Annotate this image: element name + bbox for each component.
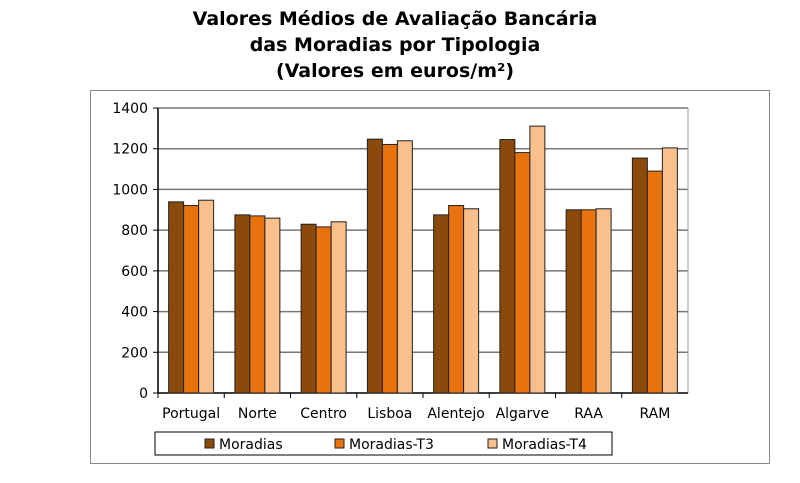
x-tick-label: Centro [300,406,347,422]
x-tick-label: Alentejo [427,406,485,422]
x-tick-label: RAM [639,406,670,422]
y-tick-label: 200 [121,345,148,361]
bar-raa-moradias [565,209,582,394]
y-tick-label: 0 [139,386,148,402]
bar-algarve-moradias [499,139,516,394]
x-tick-label: Algarve [496,406,550,422]
bar-centro-moradias-t4 [330,221,347,394]
legend-label: Moradias-T3 [349,437,434,453]
title-line-3: (Valores em euros/m²) [275,60,515,82]
legend-label: Moradias [219,437,283,453]
bar-norte-moradias-t3 [249,215,266,394]
x-tick-label: Portugal [162,406,220,422]
title-line-2: das Moradias por Tipologia [249,34,541,56]
chart-frame [90,90,770,464]
legend-label: Moradias-T4 [502,437,587,453]
bar-ram-moradias-t3 [646,170,663,394]
bar-portugal-moradias [168,201,185,394]
bar-ram-moradias-t4 [661,147,678,394]
bar-lisboa-moradias-t3 [381,143,398,394]
y-tick-label: 1200 [112,142,148,158]
x-tick-label: RAA [574,406,603,422]
bar-norte-moradias-t4 [264,217,281,394]
bar-ram-moradias [631,157,648,394]
x-tick-label: Lisboa [367,406,412,422]
y-tick-label: 600 [121,264,148,280]
bar-alentejo-moradias-t4 [463,208,480,394]
legend-box [154,431,613,456]
bar-raa-moradias-t4 [595,208,612,394]
bar-alentejo-moradias-t3 [448,205,465,394]
legend-swatch [487,438,498,449]
bar-centro-moradias-t3 [315,226,332,394]
bar-centro-moradias [300,223,317,394]
bar-norte-moradias [234,214,251,394]
legend-swatch [334,438,345,449]
y-tick-label: 400 [121,305,148,321]
bar-portugal-moradias-t4 [198,199,215,394]
bar-lisboa-moradias-t4 [396,140,413,394]
title-line-1: Valores Médios de Avaliação Bancária [192,8,598,30]
chart-title: Valores Médios de Avaliação Bancária das… [0,6,790,84]
bar-alentejo-moradias [433,214,450,394]
bar-portugal-moradias-t3 [183,205,200,394]
y-tick-label: 1000 [112,182,148,198]
bar-lisboa-moradias [366,138,383,394]
y-tick-label: 1400 [112,101,148,117]
bar-algarve-moradias-t4 [529,125,546,394]
bar-raa-moradias-t3 [580,209,597,394]
bar-algarve-moradias-t3 [514,152,531,394]
x-tick-label: Norte [238,406,277,422]
y-tick-label: 800 [121,223,148,239]
legend-swatch [204,438,215,449]
